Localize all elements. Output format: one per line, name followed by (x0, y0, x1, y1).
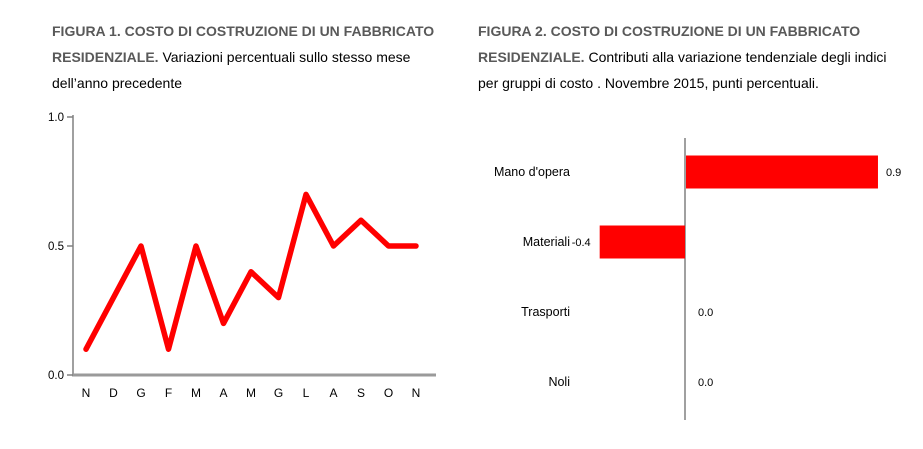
x-tick-label-month: G (274, 386, 283, 400)
bar-value-label: 0.0 (698, 307, 713, 319)
x-tick-label-month: M (246, 386, 256, 400)
bar-negative (599, 225, 685, 259)
bar-value-label: 0.0 (698, 377, 713, 389)
x-tick-label-month: M (191, 386, 201, 400)
bar-category-label: Mano d'opera (494, 165, 570, 179)
figure2-title: FIGURA 2. COSTO DI COSTRUZIONE DI UN FAB… (478, 18, 910, 96)
x-tick-label-month: N (82, 386, 91, 400)
bar-value-label: 0.9 (886, 167, 901, 179)
x-tick-label-month: L (303, 386, 310, 400)
bar-value-label: -0.4 (572, 237, 591, 249)
figure1-title: FIGURA 1. COSTO DI COSTRUZIONE DI UN FAB… (52, 18, 452, 96)
x-tick-label-month: A (329, 386, 337, 400)
x-tick-label-month: F (165, 386, 172, 400)
x-tick-label-month: D (109, 386, 118, 400)
bar-positive (686, 155, 878, 189)
figure1-title-bold: FIGURA 1. COSTO DI COSTRUZIONE DI UN FAB… (52, 23, 435, 65)
bar-category-label: Noli (548, 375, 570, 389)
x-tick-label-month: G (136, 386, 145, 400)
bar-chart-figura2: Mano d'opera 0.9 Materiali -0.4 Trasporti 0.0… (494, 138, 901, 420)
bar-category-label: Trasporti (521, 305, 570, 319)
figure2-title-bold: FIGURA 2. COSTO DI COSTRUZIONE DI UN FAB… (478, 23, 861, 65)
x-tick-label-month: O (384, 386, 393, 400)
x-tick-label-month: N (412, 386, 421, 400)
figure2-title-subtitle: Contributi alla variazione tendenziale d… (478, 49, 887, 91)
x-tick-label-month: S (357, 386, 365, 400)
line-chart-figura1: 0.0 0.5 1.0 N D G F M A M G L A S O N (48, 112, 436, 400)
y-tick-label: 1.0 (48, 112, 64, 124)
figure1-title-subtitle: Variazioni percentuali sullo stesso mese… (52, 49, 411, 91)
data-line-series (83, 191, 419, 352)
x-tick-label-month: A (219, 386, 227, 400)
y-tick-label: 0.5 (48, 241, 64, 253)
bar-category-label: Materiali (523, 235, 570, 249)
y-tick-label: 0.0 (48, 370, 64, 382)
